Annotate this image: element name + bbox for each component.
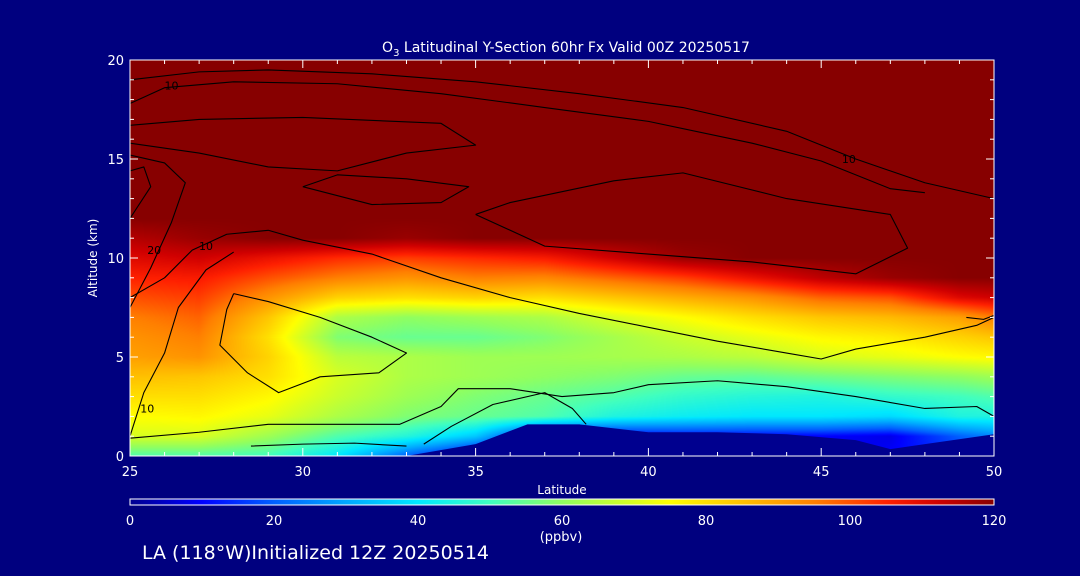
x-tick-label: 50 <box>986 465 1003 480</box>
contour-line <box>129 251 234 437</box>
contour-line <box>250 442 407 447</box>
terrain-mask <box>130 424 994 456</box>
colorbar-gradient <box>129 498 995 506</box>
plot-area: 10 10 10 20 10 25 30 35 40 45 50 0 5 10 15 20 <box>107 54 1002 480</box>
y-axis-label: Altitude (km) <box>86 219 100 298</box>
contour-line <box>129 166 152 219</box>
title-subscript: 3 <box>393 48 399 59</box>
colorbar-tick-label: 60 <box>554 514 571 529</box>
contour-line <box>129 116 477 172</box>
y-tick-label: 10 <box>107 252 124 267</box>
contour-label: 10 <box>140 402 154 415</box>
x-tick-label: 25 <box>122 465 139 480</box>
x-tick-label: 30 <box>295 465 312 480</box>
contour-line <box>129 229 995 360</box>
y-tick-label: 20 <box>107 54 124 69</box>
colorbar: 0 20 40 60 80 100 120 <box>126 498 1007 529</box>
chart-title: O3 Latitudinal Y-Section 60hr Fx Valid 0… <box>382 40 750 59</box>
contour-line <box>129 81 925 194</box>
x-tick-label: 40 <box>640 465 657 480</box>
x-tick-label: 35 <box>467 465 484 480</box>
contour-label: 20 <box>147 244 161 257</box>
y-tick-label: 15 <box>107 153 124 168</box>
contour-line <box>129 69 995 200</box>
colorbar-tick-label: 100 <box>838 514 863 529</box>
contour-line <box>966 314 995 320</box>
colorbar-tick-label: 120 <box>982 514 1007 529</box>
title-prefix: O <box>382 40 393 56</box>
contour-label: 10 <box>164 80 178 93</box>
colorbar-unit-label: (ppbv) <box>540 530 583 545</box>
colorbar-tick-label: 0 <box>126 514 134 529</box>
x-tick-label: 45 <box>813 465 830 480</box>
contour-label: 10 <box>199 240 213 253</box>
title-rest: Latitudinal Y-Section 60hr Fx Valid 00Z … <box>399 40 750 56</box>
contour-line <box>129 380 995 439</box>
contour-line <box>129 154 186 308</box>
colorbar-tick-label: 40 <box>410 514 427 529</box>
footer-init-label: LA (118°W)Initialized 12Z 20250514 <box>142 542 489 564</box>
contour-line <box>302 174 470 206</box>
contour-line <box>423 392 587 445</box>
y-tick-label: 0 <box>116 450 124 465</box>
colorbar-tick-label: 20 <box>266 514 283 529</box>
x-axis-label: Latitude <box>537 483 586 497</box>
colorbar-tick-label: 80 <box>698 514 715 529</box>
contour-line <box>475 172 909 275</box>
y-tick-label: 5 <box>116 351 124 366</box>
contour-line <box>219 293 408 394</box>
contour-label: 10 <box>842 153 856 166</box>
